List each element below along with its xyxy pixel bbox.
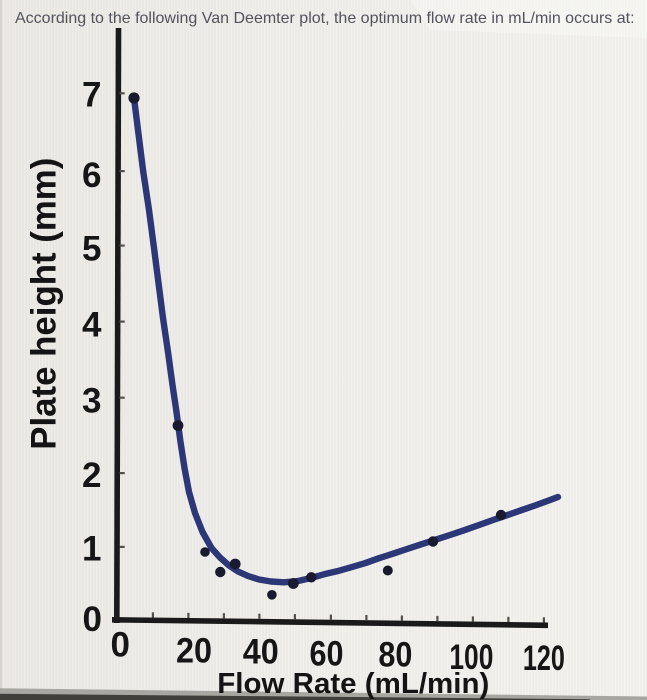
svg-text:Plate height (mm): Plate height (mm) xyxy=(25,158,64,450)
svg-text:80: 80 xyxy=(378,636,412,675)
svg-text:1: 1 xyxy=(82,530,101,569)
svg-text:100: 100 xyxy=(449,638,493,677)
svg-text:5: 5 xyxy=(82,230,101,269)
svg-text:20: 20 xyxy=(176,632,212,671)
svg-text:According to the following Van: According to the following Van Deemter p… xyxy=(15,10,635,27)
svg-text:2: 2 xyxy=(82,456,101,495)
svg-text:4: 4 xyxy=(82,306,102,345)
svg-text:3: 3 xyxy=(82,382,101,421)
svg-text:0: 0 xyxy=(110,626,129,665)
svg-text:60: 60 xyxy=(310,635,344,674)
svg-text:120: 120 xyxy=(523,639,565,678)
svg-text:Flow Rate (mL/min): Flow Rate (mL/min) xyxy=(217,668,489,700)
svg-text:7: 7 xyxy=(82,76,101,115)
svg-text:6: 6 xyxy=(82,156,101,195)
svg-text:0: 0 xyxy=(83,600,102,639)
svg-text:40: 40 xyxy=(243,633,279,672)
